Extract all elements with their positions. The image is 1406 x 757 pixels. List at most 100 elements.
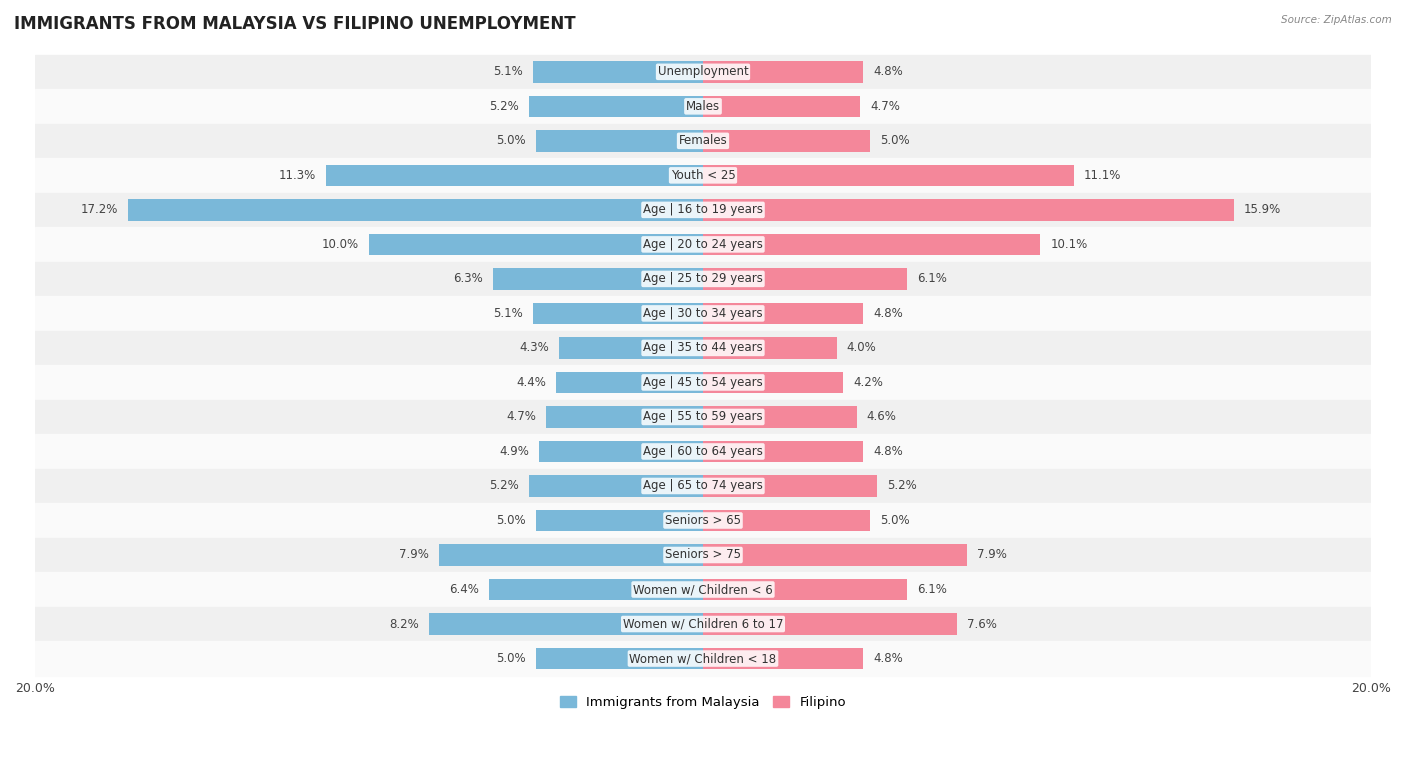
Bar — [546, 407, 703, 428]
Bar — [703, 61, 863, 83]
Bar — [533, 303, 703, 324]
Text: 4.7%: 4.7% — [870, 100, 900, 113]
Bar — [703, 579, 907, 600]
Text: Age | 60 to 64 years: Age | 60 to 64 years — [643, 445, 763, 458]
Bar — [703, 407, 856, 428]
Legend: Immigrants from Malaysia, Filipino: Immigrants from Malaysia, Filipino — [555, 691, 851, 715]
Text: Seniors > 75: Seniors > 75 — [665, 549, 741, 562]
Text: 11.1%: 11.1% — [1084, 169, 1121, 182]
Text: 10.0%: 10.0% — [322, 238, 359, 251]
Text: 5.0%: 5.0% — [496, 134, 526, 148]
Bar — [326, 165, 703, 186]
Bar — [703, 337, 837, 359]
Bar — [35, 331, 1371, 365]
Text: Seniors > 65: Seniors > 65 — [665, 514, 741, 527]
Text: 5.0%: 5.0% — [880, 514, 910, 527]
Text: 4.8%: 4.8% — [873, 445, 903, 458]
Bar — [533, 61, 703, 83]
Text: 4.0%: 4.0% — [846, 341, 876, 354]
Bar — [439, 544, 703, 565]
Bar — [489, 579, 703, 600]
Bar — [35, 158, 1371, 192]
Bar — [529, 475, 703, 497]
Text: Source: ZipAtlas.com: Source: ZipAtlas.com — [1281, 15, 1392, 25]
Bar — [529, 95, 703, 117]
Text: 5.1%: 5.1% — [494, 307, 523, 320]
Text: 7.9%: 7.9% — [399, 549, 429, 562]
Bar — [128, 199, 703, 220]
Text: 7.9%: 7.9% — [977, 549, 1007, 562]
Text: 4.4%: 4.4% — [516, 376, 546, 389]
Bar — [35, 435, 1371, 469]
Bar — [703, 130, 870, 151]
Bar — [492, 268, 703, 290]
Bar — [429, 613, 703, 634]
Text: 5.0%: 5.0% — [880, 134, 910, 148]
Bar — [35, 607, 1371, 641]
Text: Age | 20 to 24 years: Age | 20 to 24 years — [643, 238, 763, 251]
Text: IMMIGRANTS FROM MALAYSIA VS FILIPINO UNEMPLOYMENT: IMMIGRANTS FROM MALAYSIA VS FILIPINO UNE… — [14, 15, 575, 33]
Text: 17.2%: 17.2% — [82, 204, 118, 217]
Text: Age | 45 to 54 years: Age | 45 to 54 years — [643, 376, 763, 389]
Text: 4.8%: 4.8% — [873, 307, 903, 320]
Text: 6.3%: 6.3% — [453, 273, 482, 285]
Text: 8.2%: 8.2% — [389, 618, 419, 631]
Bar — [703, 234, 1040, 255]
Bar — [368, 234, 703, 255]
Bar — [35, 262, 1371, 296]
Text: Women w/ Children < 6: Women w/ Children < 6 — [633, 583, 773, 596]
Text: 5.2%: 5.2% — [489, 479, 519, 493]
Text: 4.6%: 4.6% — [866, 410, 897, 423]
Text: 6.1%: 6.1% — [917, 273, 946, 285]
Bar — [703, 165, 1074, 186]
Text: 5.2%: 5.2% — [887, 479, 917, 493]
Text: 6.4%: 6.4% — [450, 583, 479, 596]
Bar — [536, 648, 703, 669]
Bar — [35, 192, 1371, 227]
Bar — [703, 199, 1234, 220]
Bar — [35, 89, 1371, 123]
Text: Age | 16 to 19 years: Age | 16 to 19 years — [643, 204, 763, 217]
Bar — [555, 372, 703, 393]
Bar — [703, 613, 957, 634]
Bar — [703, 475, 877, 497]
Text: 7.6%: 7.6% — [967, 618, 997, 631]
Bar — [35, 537, 1371, 572]
Text: 4.9%: 4.9% — [499, 445, 529, 458]
Text: 5.0%: 5.0% — [496, 652, 526, 665]
Bar — [703, 544, 967, 565]
Bar — [35, 641, 1371, 676]
Bar — [35, 365, 1371, 400]
Text: 4.8%: 4.8% — [873, 652, 903, 665]
Text: Women w/ Children 6 to 17: Women w/ Children 6 to 17 — [623, 618, 783, 631]
Bar — [35, 227, 1371, 262]
Bar — [35, 572, 1371, 607]
Bar — [35, 400, 1371, 435]
Text: 4.7%: 4.7% — [506, 410, 536, 423]
Bar — [35, 296, 1371, 331]
Text: Age | 65 to 74 years: Age | 65 to 74 years — [643, 479, 763, 493]
Text: 6.1%: 6.1% — [917, 583, 946, 596]
Text: 4.2%: 4.2% — [853, 376, 883, 389]
Bar — [703, 648, 863, 669]
Bar — [703, 372, 844, 393]
Bar — [703, 509, 870, 531]
Bar — [35, 55, 1371, 89]
Text: 4.8%: 4.8% — [873, 65, 903, 78]
Text: 5.2%: 5.2% — [489, 100, 519, 113]
Bar — [703, 441, 863, 463]
Text: Age | 35 to 44 years: Age | 35 to 44 years — [643, 341, 763, 354]
Text: 5.1%: 5.1% — [494, 65, 523, 78]
Bar — [35, 123, 1371, 158]
Text: 4.3%: 4.3% — [520, 341, 550, 354]
Bar — [540, 441, 703, 463]
Text: 10.1%: 10.1% — [1050, 238, 1088, 251]
Text: 5.0%: 5.0% — [496, 514, 526, 527]
Text: Males: Males — [686, 100, 720, 113]
Text: Age | 55 to 59 years: Age | 55 to 59 years — [643, 410, 763, 423]
Text: 15.9%: 15.9% — [1244, 204, 1281, 217]
Text: 11.3%: 11.3% — [278, 169, 315, 182]
Bar — [560, 337, 703, 359]
Text: Unemployment: Unemployment — [658, 65, 748, 78]
Text: Age | 25 to 29 years: Age | 25 to 29 years — [643, 273, 763, 285]
